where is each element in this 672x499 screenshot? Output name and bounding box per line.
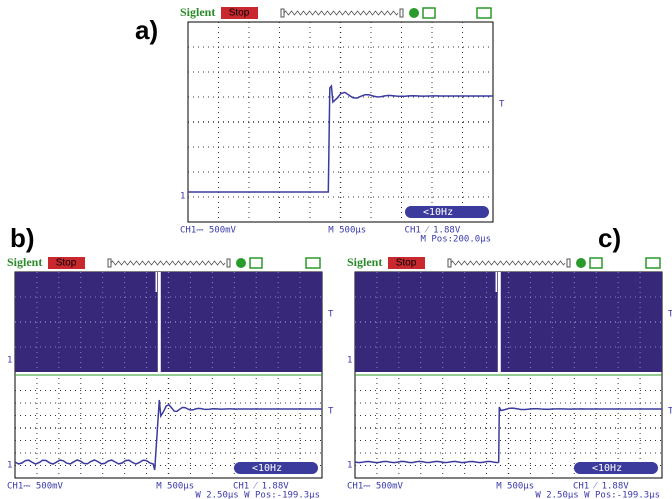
battery (477, 8, 491, 18)
status: Stop (56, 258, 77, 269)
channel-scale: CH1⎓ 500mV (180, 226, 237, 236)
channel-marker: 1 (347, 356, 352, 366)
timeline-end (281, 9, 284, 17)
trigger-marker: T (328, 310, 334, 320)
channel-scale: CH1⎓ 500mV (347, 482, 404, 492)
panel-label: b) (10, 223, 35, 253)
panel-label: c) (598, 223, 621, 253)
timebase: M 500μs (156, 482, 194, 492)
trigger-marker: T (668, 407, 672, 417)
icon (409, 8, 419, 18)
timeline-end (567, 259, 570, 267)
brand: Siglent (180, 5, 215, 19)
channel-marker: 1 (180, 192, 185, 202)
frequency: <10Hz (592, 463, 622, 474)
timeline-end (448, 259, 451, 267)
timeline (284, 11, 398, 15)
channel-marker: 1 (347, 461, 352, 471)
figure: a) Siglent Stop 1 T <10Hz CH1⎓ 500mV M 500μs CH1… (0, 0, 672, 499)
trigger-marker: T (499, 100, 505, 110)
status: Stop (229, 8, 250, 19)
timebase: M 500μs (496, 482, 534, 492)
timebase: M 500μs (328, 226, 366, 236)
footer: M Pos:200.0μs (421, 235, 491, 245)
timeline-end (227, 259, 230, 267)
status: Stop (396, 258, 417, 269)
channel-marker: 1 (7, 461, 12, 471)
timeline (451, 261, 565, 265)
trigger-marker: T (668, 310, 672, 320)
icon (423, 8, 435, 18)
timeline (111, 261, 225, 265)
frequency: <10Hz (423, 207, 453, 218)
footer: W 2.50μs W Pos:-199.3μs (195, 491, 320, 499)
channel-scale: CH1⎓ 500mV (7, 482, 64, 492)
panel-label: a) (135, 15, 158, 45)
icon (590, 258, 602, 268)
battery (646, 258, 660, 268)
battery (306, 258, 320, 268)
timeline-end (400, 9, 403, 17)
icon (250, 258, 262, 268)
channel-marker: 1 (7, 356, 12, 366)
footer: W 2.50μs W Pos:-199.3μs (535, 491, 660, 499)
icon (576, 258, 586, 268)
trigger-marker: T (328, 407, 334, 417)
icon (236, 258, 246, 268)
brand: Siglent (347, 255, 382, 269)
timeline-end (108, 259, 111, 267)
frequency: <10Hz (252, 463, 282, 474)
brand: Siglent (7, 255, 42, 269)
